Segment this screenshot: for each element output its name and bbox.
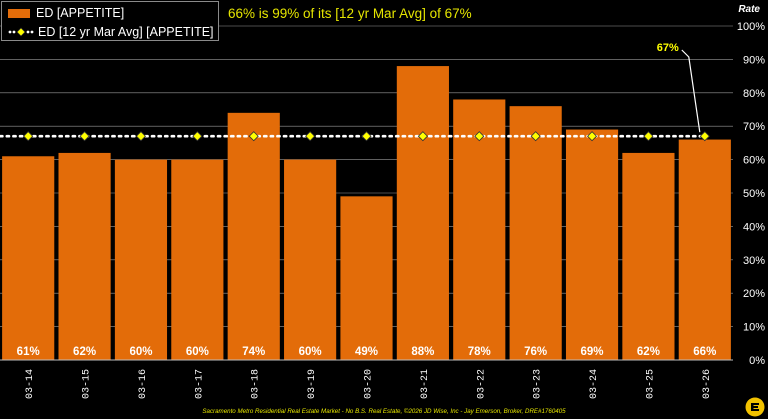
x-tick-label: 03-21 <box>420 369 431 399</box>
x-tick-label: 03-23 <box>533 369 544 399</box>
y-tick-label: 0% <box>749 355 765 367</box>
bar-value-label: 49% <box>355 346 378 358</box>
average-marker <box>248 131 259 142</box>
bar <box>340 196 393 360</box>
average-marker <box>79 131 90 142</box>
average-marker <box>474 131 485 142</box>
x-tick-label: 03-15 <box>82 369 93 399</box>
average-marker <box>23 131 34 142</box>
bar <box>453 99 506 360</box>
bar <box>509 106 562 360</box>
bar <box>565 129 619 360</box>
y-tick-label: 90% <box>743 54 765 66</box>
y-tick-label: 20% <box>743 288 765 300</box>
bar-value-label: 69% <box>581 346 604 358</box>
bar-value-label: 88% <box>411 346 434 358</box>
y-tick-label: 100% <box>737 21 765 33</box>
average-marker <box>192 131 203 142</box>
legend-label-avg: ED [12 yr Mar Avg] [APPETITE] <box>38 25 214 39</box>
brand-logo-icon <box>745 397 765 417</box>
bar-value-label: 76% <box>524 346 547 358</box>
legend-item-avg: ED [12 yr Mar Avg] [APPETITE] <box>8 23 214 41</box>
y-tick-label: 30% <box>743 255 765 267</box>
bar <box>678 139 731 360</box>
average-marker <box>699 131 710 142</box>
legend-label-bars: ED [APPETITE] <box>36 6 125 20</box>
average-marker <box>361 131 372 142</box>
bar-value-label: 60% <box>299 346 322 358</box>
bar <box>396 66 449 360</box>
legend-swatch-bars <box>8 8 30 18</box>
bar-value-label: 78% <box>468 346 491 358</box>
bar-value-label: 60% <box>129 346 152 358</box>
bar-value-label: 60% <box>186 346 209 358</box>
x-tick-label: 03-14 <box>25 369 36 399</box>
x-tick-label: 03-19 <box>307 369 318 399</box>
y-tick-label: 50% <box>743 188 765 200</box>
average-marker <box>305 131 316 142</box>
average-marker <box>643 131 654 142</box>
bar-value-label: 61% <box>17 346 40 358</box>
y-tick-label: 60% <box>743 155 765 167</box>
average-marker <box>530 131 541 142</box>
bar <box>114 159 168 360</box>
bar-value-label: 74% <box>242 346 265 358</box>
bar <box>622 152 675 360</box>
legend-item-bars: ED [APPETITE] <box>8 4 124 22</box>
x-tick-label: 03-17 <box>194 369 205 399</box>
y-tick-label: 40% <box>743 221 765 233</box>
bar-value-label: 66% <box>693 346 716 358</box>
y-tick-label: 10% <box>743 322 765 334</box>
bar-value-label: 62% <box>637 346 660 358</box>
legend: ED [APPETITE] ED [12 yr Mar Avg] [APPETI… <box>1 1 219 41</box>
annotation-label: 67% <box>657 42 679 54</box>
average-marker <box>586 131 598 142</box>
bar <box>171 159 224 360</box>
chart-subtitle: 66% is 99% of its [12 yr Mar Avg] of 67% <box>228 6 472 21</box>
x-tick-label: 03-25 <box>645 369 656 399</box>
annotation-leader-line <box>681 49 701 133</box>
x-tick-label: 03-22 <box>476 369 487 399</box>
bar <box>284 159 337 360</box>
x-tick-label: 03-26 <box>702 369 713 399</box>
bar-value-label: 62% <box>73 346 96 358</box>
x-tick-label: 03-24 <box>589 369 600 399</box>
average-marker <box>417 131 428 142</box>
y-tick-label: 80% <box>743 88 765 100</box>
legend-swatch-avg <box>8 27 34 37</box>
bar <box>227 112 280 360</box>
average-marker <box>135 131 147 142</box>
y-axis-title: Rate <box>738 4 760 15</box>
x-tick-label: 03-20 <box>364 369 375 399</box>
x-tick-label: 03-18 <box>251 369 262 399</box>
bar <box>58 152 111 360</box>
footer-credit: Sacramento Metro Residential Real Estate… <box>202 408 566 415</box>
y-tick-label: 70% <box>743 121 765 133</box>
bar <box>2 156 55 360</box>
x-tick-label: 03-16 <box>138 369 149 399</box>
